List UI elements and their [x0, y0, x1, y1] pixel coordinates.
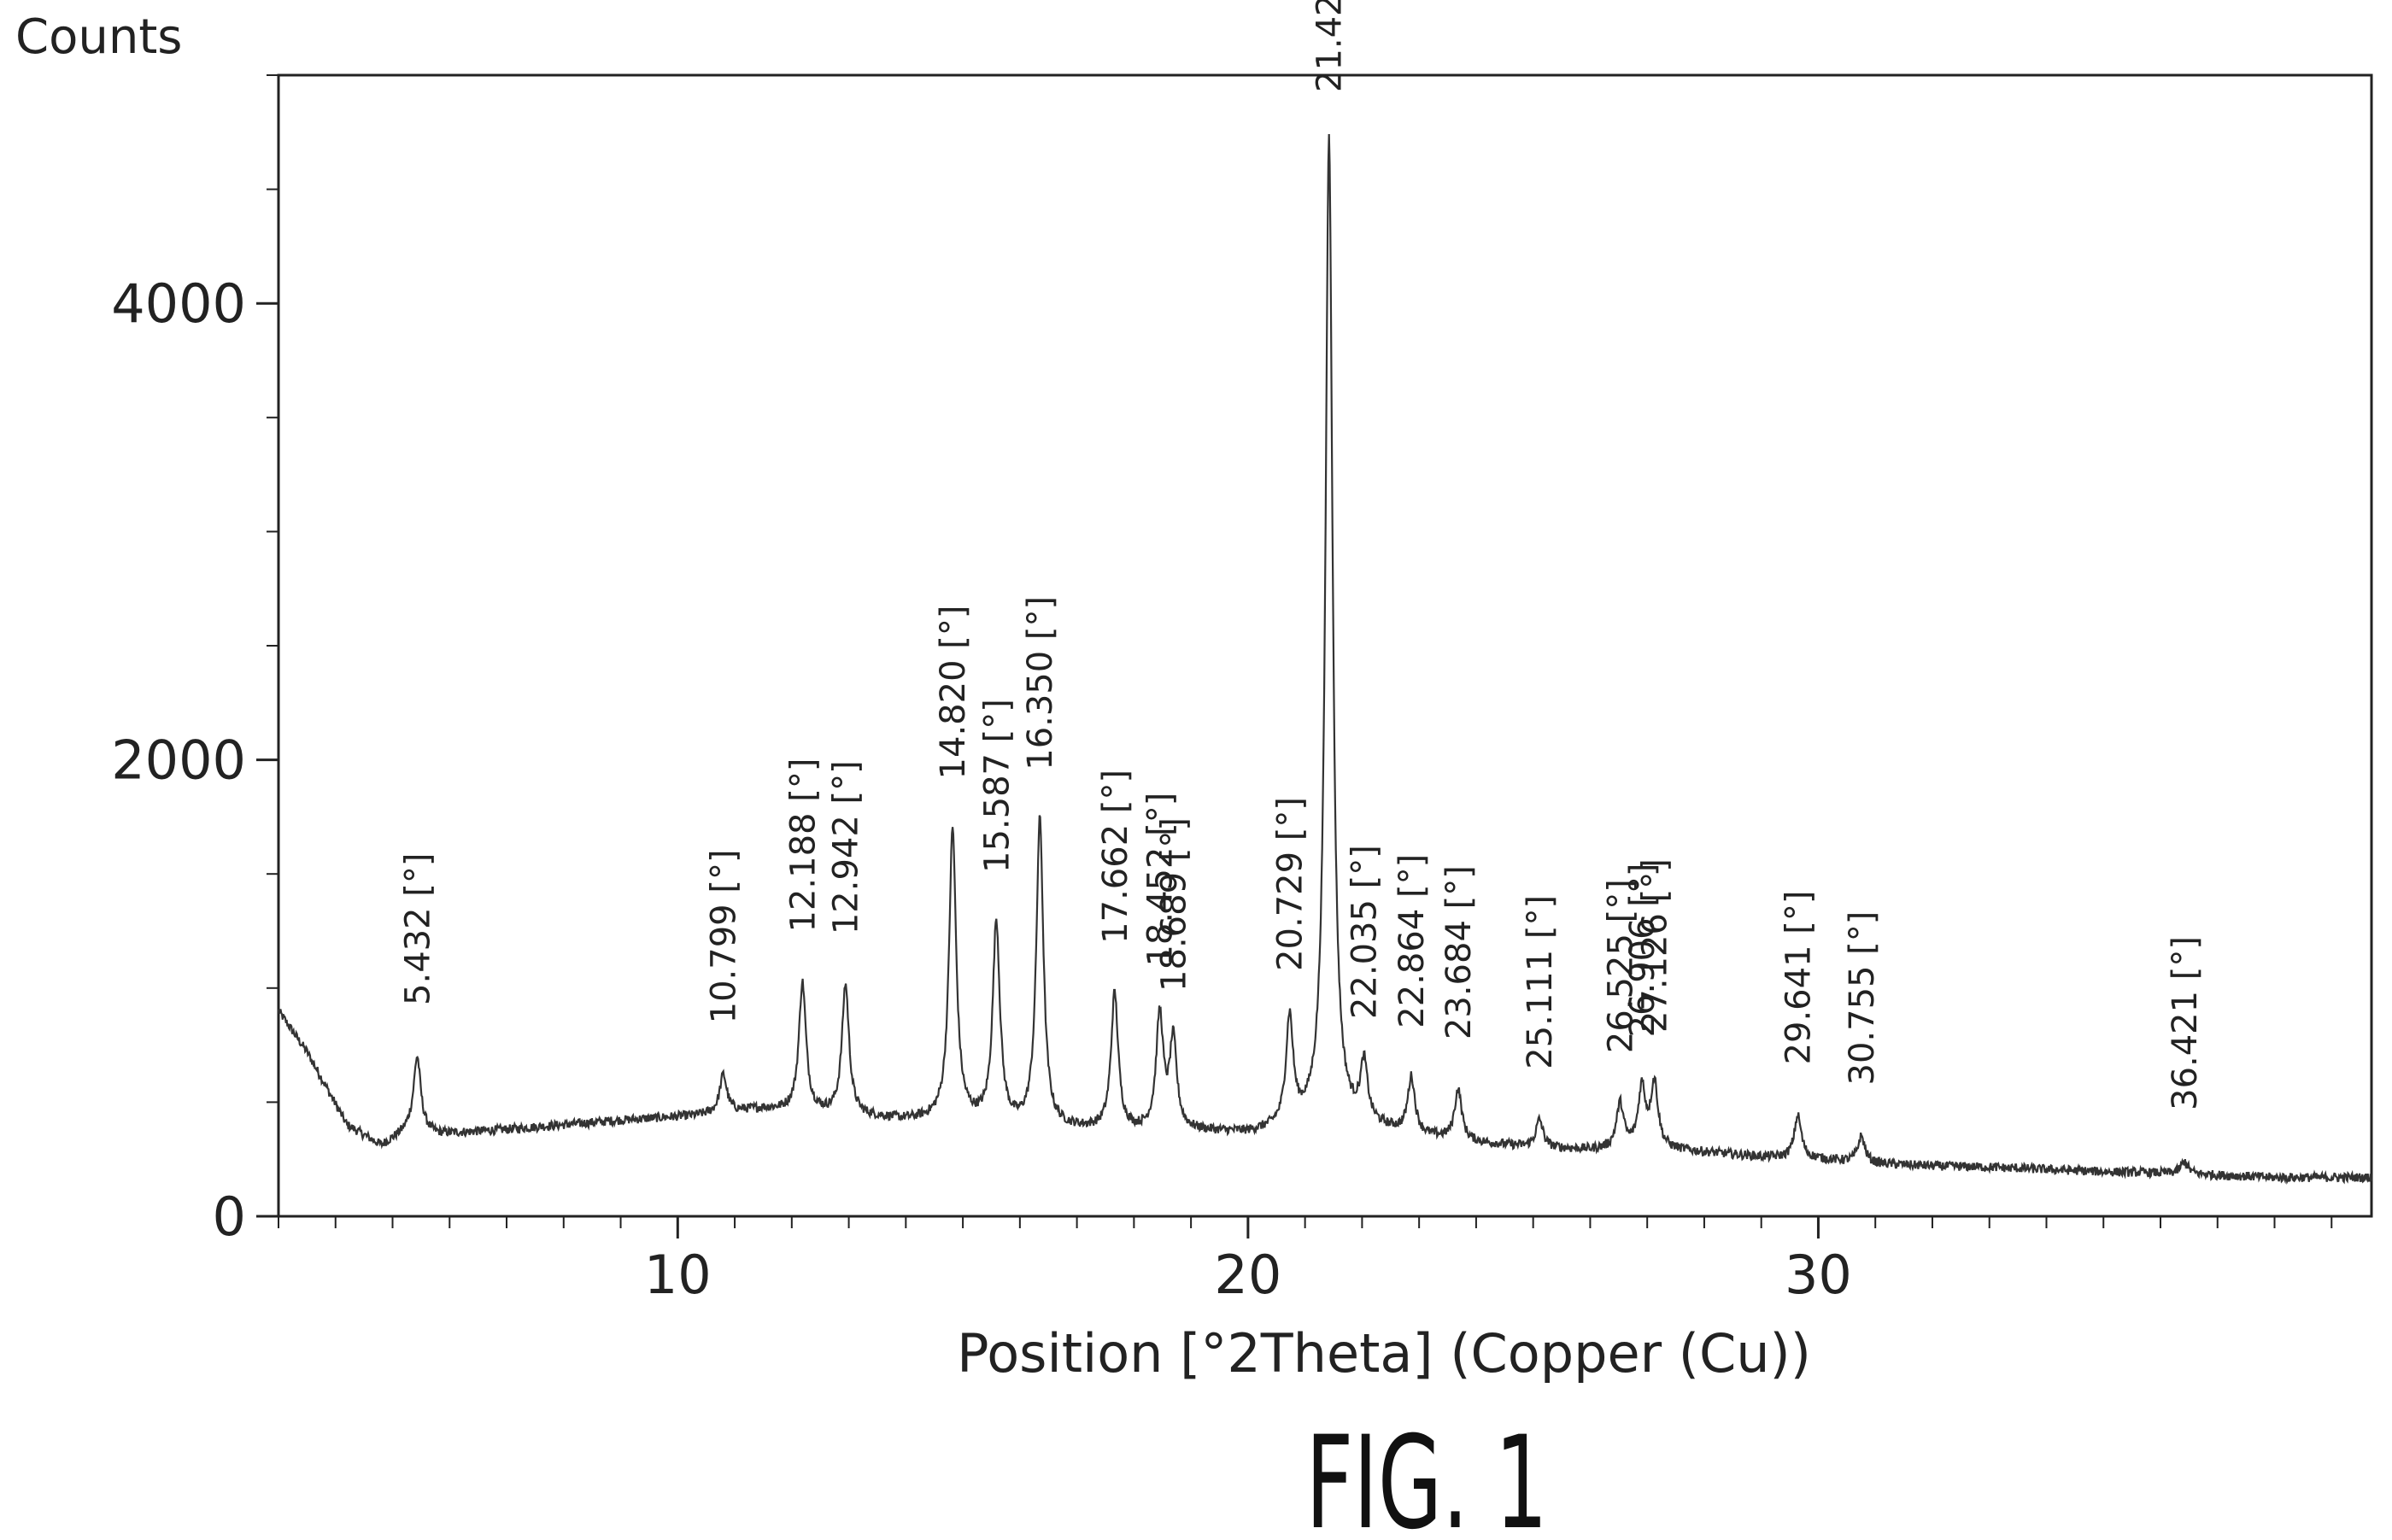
- peak-label: 16.350 [°]: [1021, 596, 1060, 770]
- peak-labels: 5.432 [°] 10.799 [°] 12.188 [°] 12.942 [°] 1…: [398, 0, 2205, 1110]
- x-axis-title: Position [°2Theta] (Copper (Cu)): [957, 1322, 1811, 1385]
- peak-label: 21.420 [°]: [1310, 0, 1350, 92]
- peak-label: 23.684 [°]: [1439, 865, 1479, 1039]
- peak-label: 14.820 [°]: [934, 606, 973, 780]
- peak-label: 27.126 [°]: [1636, 858, 1675, 1033]
- peak-label: 29.641 [°]: [1779, 891, 1818, 1065]
- axis-tick-labels: 10 20 30 0 2000 4000: [111, 272, 1852, 1306]
- x-tick-label: 30: [1785, 1244, 1852, 1306]
- y-tick-label: 4000: [111, 272, 246, 335]
- diffraction-trace: [277, 133, 2372, 1185]
- peak-label: 25.111 [°]: [1521, 895, 1560, 1069]
- peak-label: 18.452 [°]: [1141, 793, 1181, 967]
- peak-label: 36.421 [°]: [2166, 936, 2205, 1110]
- peak-label: 12.942 [°]: [827, 760, 866, 934]
- axis-ticks: [256, 74, 2333, 1238]
- x-tick-label: 10: [644, 1244, 712, 1306]
- peak-label: 30.755 [°]: [1843, 911, 1882, 1086]
- peak-label: 26.525 [°]: [1601, 879, 1640, 1053]
- y-tick-label: 0: [213, 1186, 246, 1248]
- peak-label: 18.689 [°]: [1154, 817, 1193, 992]
- peak-label: 20.729 [°]: [1271, 797, 1310, 971]
- peak-label: 5.432 [°]: [398, 853, 437, 1005]
- peak-label: 17.662 [°]: [1096, 770, 1135, 944]
- y-axis-title: Counts: [15, 9, 182, 65]
- peak-label: 15.587 [°]: [977, 699, 1017, 873]
- x-tick-label: 20: [1214, 1244, 1281, 1306]
- peak-label: 26.906 [°]: [1623, 863, 1662, 1037]
- peak-label: 22.035 [°]: [1346, 845, 1385, 1019]
- peak-label: 12.188 [°]: [783, 758, 823, 933]
- y-tick-label: 2000: [111, 729, 246, 792]
- peak-label: 10.799 [°]: [705, 849, 744, 1023]
- peak-label: 22.864 [°]: [1392, 854, 1432, 1028]
- figure-label: FIG. 1: [1305, 1408, 1547, 1540]
